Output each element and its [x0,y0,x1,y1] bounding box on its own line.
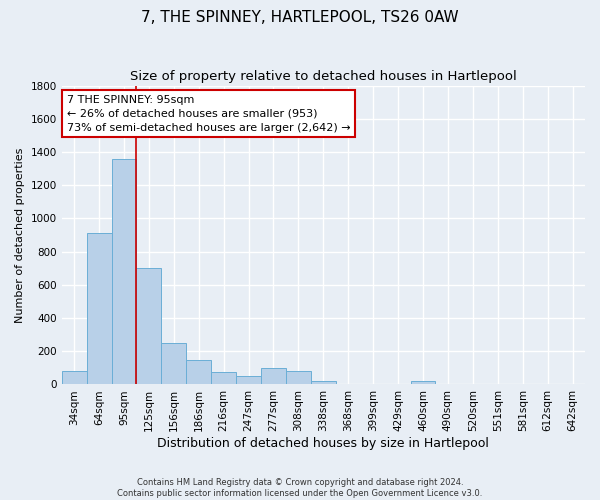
Text: 7, THE SPINNEY, HARTLEPOOL, TS26 0AW: 7, THE SPINNEY, HARTLEPOOL, TS26 0AW [141,10,459,25]
Bar [410,381,436,384]
Bar [112,158,136,384]
Text: 7 THE SPINNEY: 95sqm
← 26% of detached houses are smaller (953)
73% of semi-deta: 7 THE SPINNEY: 95sqm ← 26% of detached h… [67,94,350,132]
Title: Size of property relative to detached houses in Hartlepool: Size of property relative to detached ho… [130,70,517,83]
Y-axis label: Number of detached properties: Number of detached properties [15,148,25,322]
Bar [236,376,261,384]
X-axis label: Distribution of detached houses by size in Hartlepool: Distribution of detached houses by size … [157,437,489,450]
Bar [261,368,286,384]
Bar [62,371,86,384]
Text: Contains HM Land Registry data © Crown copyright and database right 2024.
Contai: Contains HM Land Registry data © Crown c… [118,478,482,498]
Bar [161,343,186,384]
Bar [86,234,112,384]
Bar [286,371,311,384]
Bar [311,381,336,384]
Bar [186,360,211,384]
Bar [136,268,161,384]
Bar [211,372,236,384]
